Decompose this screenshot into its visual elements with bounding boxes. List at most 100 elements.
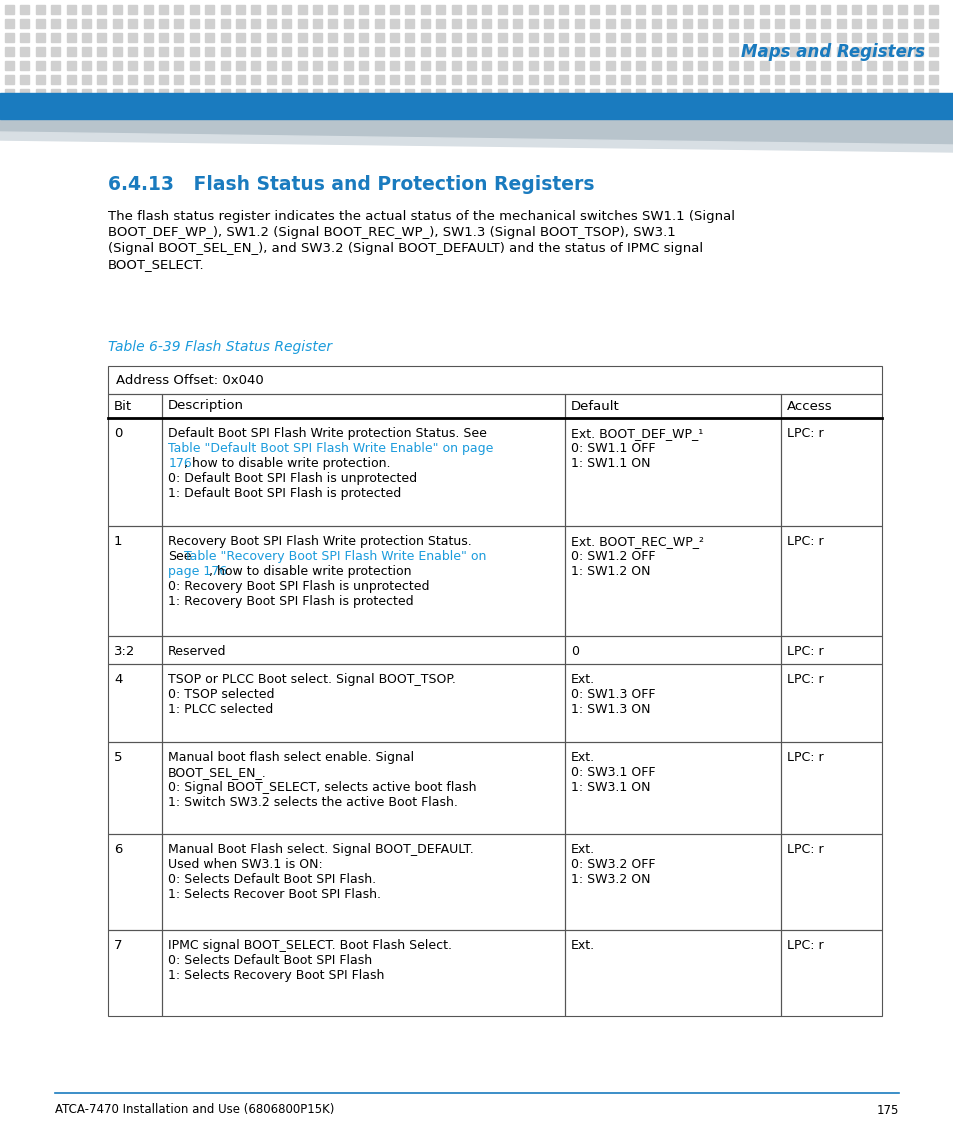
Bar — [343, 47, 353, 56]
Bar — [328, 33, 337, 42]
Bar — [159, 61, 168, 70]
Bar — [51, 19, 60, 27]
Text: The flash status register indicates the actual status of the mechanical switches: The flash status register indicates the … — [108, 210, 734, 223]
Text: Maps and Registers: Maps and Registers — [740, 44, 924, 61]
Bar — [328, 5, 337, 14]
Text: 1: Selects Recovery Boot SPI Flash: 1: Selects Recovery Boot SPI Flash — [168, 969, 384, 982]
Bar — [564, 664, 781, 742]
Text: 3:2: 3:2 — [113, 645, 135, 658]
Bar — [282, 76, 291, 84]
Bar — [564, 526, 781, 635]
Bar — [313, 76, 322, 84]
Bar — [543, 89, 553, 98]
Text: (Signal BOOT_SEL_EN_), and SW3.2 (Signal BOOT_DEFAULT) and the status of IPMC si: (Signal BOOT_SEL_EN_), and SW3.2 (Signal… — [108, 242, 702, 255]
Bar — [928, 61, 937, 70]
Bar — [390, 19, 398, 27]
Bar — [575, 19, 583, 27]
Bar — [375, 47, 383, 56]
Bar — [190, 76, 198, 84]
Text: 0: SW3.1 OFF: 0: SW3.1 OFF — [570, 766, 655, 779]
Bar — [821, 89, 829, 98]
Bar — [698, 5, 706, 14]
Text: Manual boot flash select enable. Signal: Manual boot flash select enable. Signal — [168, 751, 414, 764]
Bar — [682, 19, 691, 27]
Bar — [112, 89, 122, 98]
Bar — [436, 89, 445, 98]
Bar — [482, 89, 491, 98]
Bar — [436, 76, 445, 84]
Bar — [405, 47, 414, 56]
Bar — [513, 47, 521, 56]
Bar — [252, 47, 260, 56]
Bar — [821, 33, 829, 42]
Text: Ext. BOOT_DEF_WP_¹: Ext. BOOT_DEF_WP_¹ — [570, 427, 702, 440]
Text: 175: 175 — [876, 1104, 898, 1116]
Bar — [698, 19, 706, 27]
Bar — [836, 89, 844, 98]
Bar — [220, 76, 230, 84]
Bar — [282, 33, 291, 42]
Text: 0: Selects Default Boot SPI Flash: 0: Selects Default Boot SPI Flash — [168, 954, 372, 968]
Text: 0: Signal BOOT_SELECT, selects active boot flash: 0: Signal BOOT_SELECT, selects active bo… — [168, 781, 476, 793]
Bar — [451, 89, 460, 98]
Bar — [112, 19, 122, 27]
Bar — [51, 76, 60, 84]
Bar — [162, 635, 564, 664]
Bar — [82, 76, 91, 84]
Bar — [636, 76, 645, 84]
Bar — [728, 61, 737, 70]
Bar — [651, 5, 660, 14]
Bar — [743, 89, 753, 98]
Bar — [297, 33, 306, 42]
Bar — [497, 5, 506, 14]
Bar — [590, 19, 598, 27]
Bar — [528, 47, 537, 56]
Bar — [636, 5, 645, 14]
Text: Used when SW3.1 is ON:: Used when SW3.1 is ON: — [168, 858, 323, 871]
Bar — [790, 61, 799, 70]
Bar — [405, 89, 414, 98]
Bar — [928, 19, 937, 27]
Bar — [267, 89, 275, 98]
Bar — [482, 47, 491, 56]
Bar — [713, 61, 721, 70]
Bar — [636, 19, 645, 27]
Bar — [620, 89, 629, 98]
Bar — [743, 33, 753, 42]
Bar — [20, 47, 30, 56]
Bar — [467, 61, 476, 70]
Bar — [590, 61, 598, 70]
Text: TSOP or PLCC Boot select. Signal BOOT_TSOP.: TSOP or PLCC Boot select. Signal BOOT_TS… — [168, 673, 456, 686]
Bar — [174, 5, 183, 14]
Bar — [543, 61, 553, 70]
Bar — [482, 19, 491, 27]
Bar — [20, 76, 30, 84]
Text: 7: 7 — [113, 939, 122, 951]
Bar — [5, 61, 14, 70]
Bar — [781, 930, 882, 1016]
Bar — [759, 89, 768, 98]
Bar — [313, 5, 322, 14]
Bar — [528, 19, 537, 27]
Text: Description: Description — [168, 400, 244, 412]
Bar — [590, 5, 598, 14]
Bar — [781, 635, 882, 664]
Bar — [252, 5, 260, 14]
Bar — [698, 47, 706, 56]
Bar — [144, 47, 152, 56]
Bar — [805, 89, 814, 98]
Bar — [682, 33, 691, 42]
Bar — [67, 19, 75, 27]
Bar — [205, 19, 214, 27]
Bar — [821, 47, 829, 56]
Bar — [882, 47, 891, 56]
Bar — [605, 33, 614, 42]
Bar — [898, 61, 906, 70]
Bar — [851, 61, 861, 70]
Bar — [375, 5, 383, 14]
Bar — [651, 76, 660, 84]
Bar — [205, 33, 214, 42]
Bar — [359, 47, 368, 56]
Bar — [108, 394, 162, 418]
Bar — [235, 33, 245, 42]
